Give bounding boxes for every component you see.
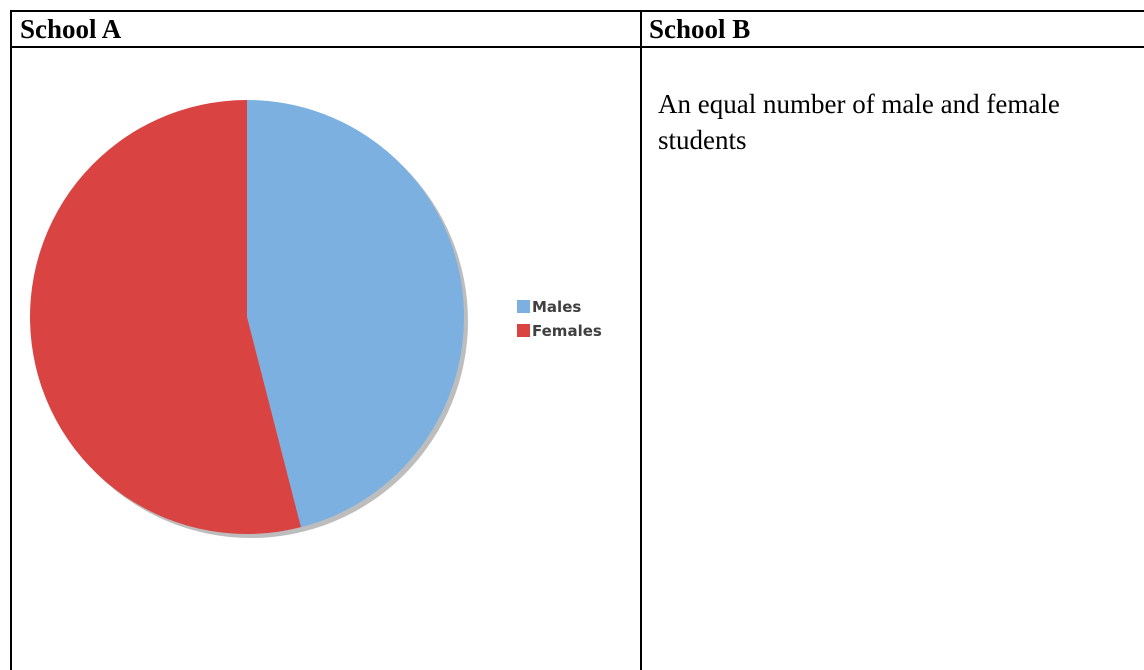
pie-slice-females <box>29 100 301 535</box>
legend-item-females: Females <box>517 322 602 340</box>
legend-label-females: Females <box>532 322 602 340</box>
legend-swatch-females <box>517 324 530 337</box>
pie-slice-males <box>247 100 464 528</box>
table-header-divider <box>11 46 1144 48</box>
header-school-b: School B <box>649 14 751 44</box>
school-b-description: An equal number of male and female stude… <box>658 89 1060 155</box>
table-border-top <box>11 10 1144 12</box>
legend-item-males: Males <box>517 298 581 316</box>
table-border-middle <box>640 10 642 670</box>
legend-swatch-males <box>517 300 530 313</box>
legend-label-males: Males <box>532 298 581 316</box>
table-border-left <box>10 10 12 670</box>
header-school-a: School A <box>20 14 122 44</box>
